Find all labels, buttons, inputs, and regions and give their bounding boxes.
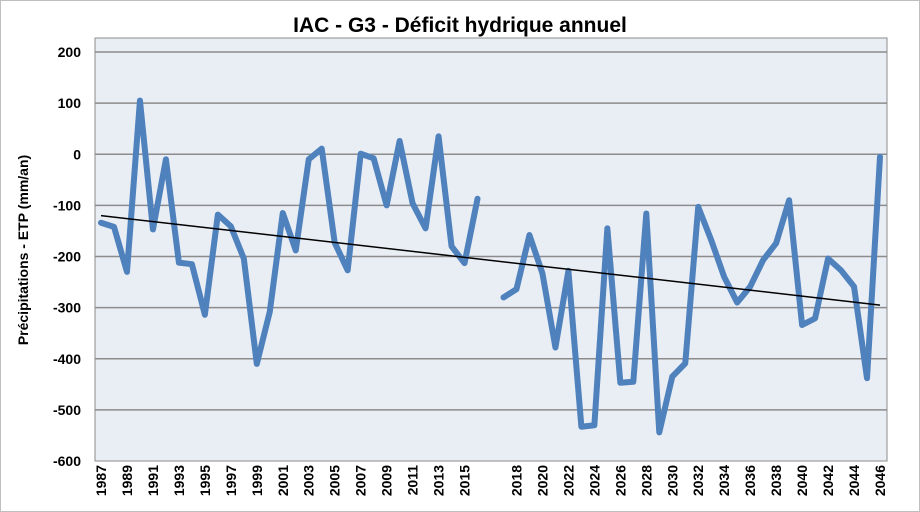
x-tick-label: 2032 xyxy=(690,465,706,496)
x-tick-label: 2005 xyxy=(327,465,343,496)
y-tick-label: -200 xyxy=(53,249,81,265)
x-tick-label: 2036 xyxy=(742,465,758,496)
x-tick-label: 1991 xyxy=(145,465,161,496)
y-tick-label: 200 xyxy=(58,44,82,60)
y-tick-label: -600 xyxy=(53,453,81,469)
x-tick-label: 2001 xyxy=(275,465,291,496)
x-tick-label: 1993 xyxy=(171,465,187,496)
series-group xyxy=(98,97,883,436)
y-axis-label: Précipitations - ETP (mm/an) xyxy=(15,155,31,345)
x-tick-label: 2044 xyxy=(846,465,862,496)
x-tick-label: 2042 xyxy=(820,465,836,496)
x-tick-label: 2026 xyxy=(612,465,628,496)
series-line xyxy=(500,153,883,436)
chart-title: IAC - G3 - Déficit hydrique annuel xyxy=(293,14,627,37)
x-tick-label: 1997 xyxy=(223,465,239,496)
y-tick-label: 100 xyxy=(58,95,82,111)
x-tick-label: 2034 xyxy=(716,465,732,496)
x-tick-label: 2020 xyxy=(534,465,550,496)
x-tick-label: 2022 xyxy=(560,465,576,496)
y-tick-label: -300 xyxy=(53,300,81,316)
x-tick-label: 2011 xyxy=(405,465,421,496)
x-tick-label: 2003 xyxy=(301,465,317,496)
plot-area xyxy=(94,37,888,462)
x-tick-label: 2028 xyxy=(638,465,654,496)
x-axis-ticks: 1987 1989 1991 1993 1995 1997 1999 2001 2003 2005… xyxy=(93,465,888,496)
x-tick-label: 2015 xyxy=(457,465,473,496)
x-tick-label: 2040 xyxy=(794,465,810,496)
y-tick-label: -400 xyxy=(53,351,81,367)
x-tick-label: 2009 xyxy=(379,465,395,496)
x-tick-label: 2038 xyxy=(768,465,784,496)
trend-line xyxy=(100,214,881,306)
x-tick-label: 2013 xyxy=(431,465,447,496)
y-tick-label: -500 xyxy=(53,402,81,418)
x-tick-label: 2030 xyxy=(664,465,680,496)
x-tick-label: 2018 xyxy=(508,465,524,496)
x-tick-label: 2046 xyxy=(872,465,888,496)
x-tick-label: 1999 xyxy=(249,465,265,496)
y-axis-ticks: 200 100 0 -100 -200 -300 -400 -500 -600 xyxy=(53,44,81,469)
x-tick-label: 2024 xyxy=(586,465,602,496)
x-tick-label: 2007 xyxy=(353,465,369,496)
y-tick-label: -100 xyxy=(53,197,81,213)
series-line xyxy=(98,97,481,367)
x-tick-label: 1995 xyxy=(197,465,213,496)
gridlines xyxy=(95,51,887,411)
y-tick-label: 0 xyxy=(73,146,81,162)
x-tick-label: 1987 xyxy=(93,465,109,496)
x-tick-label: 1989 xyxy=(119,465,135,496)
